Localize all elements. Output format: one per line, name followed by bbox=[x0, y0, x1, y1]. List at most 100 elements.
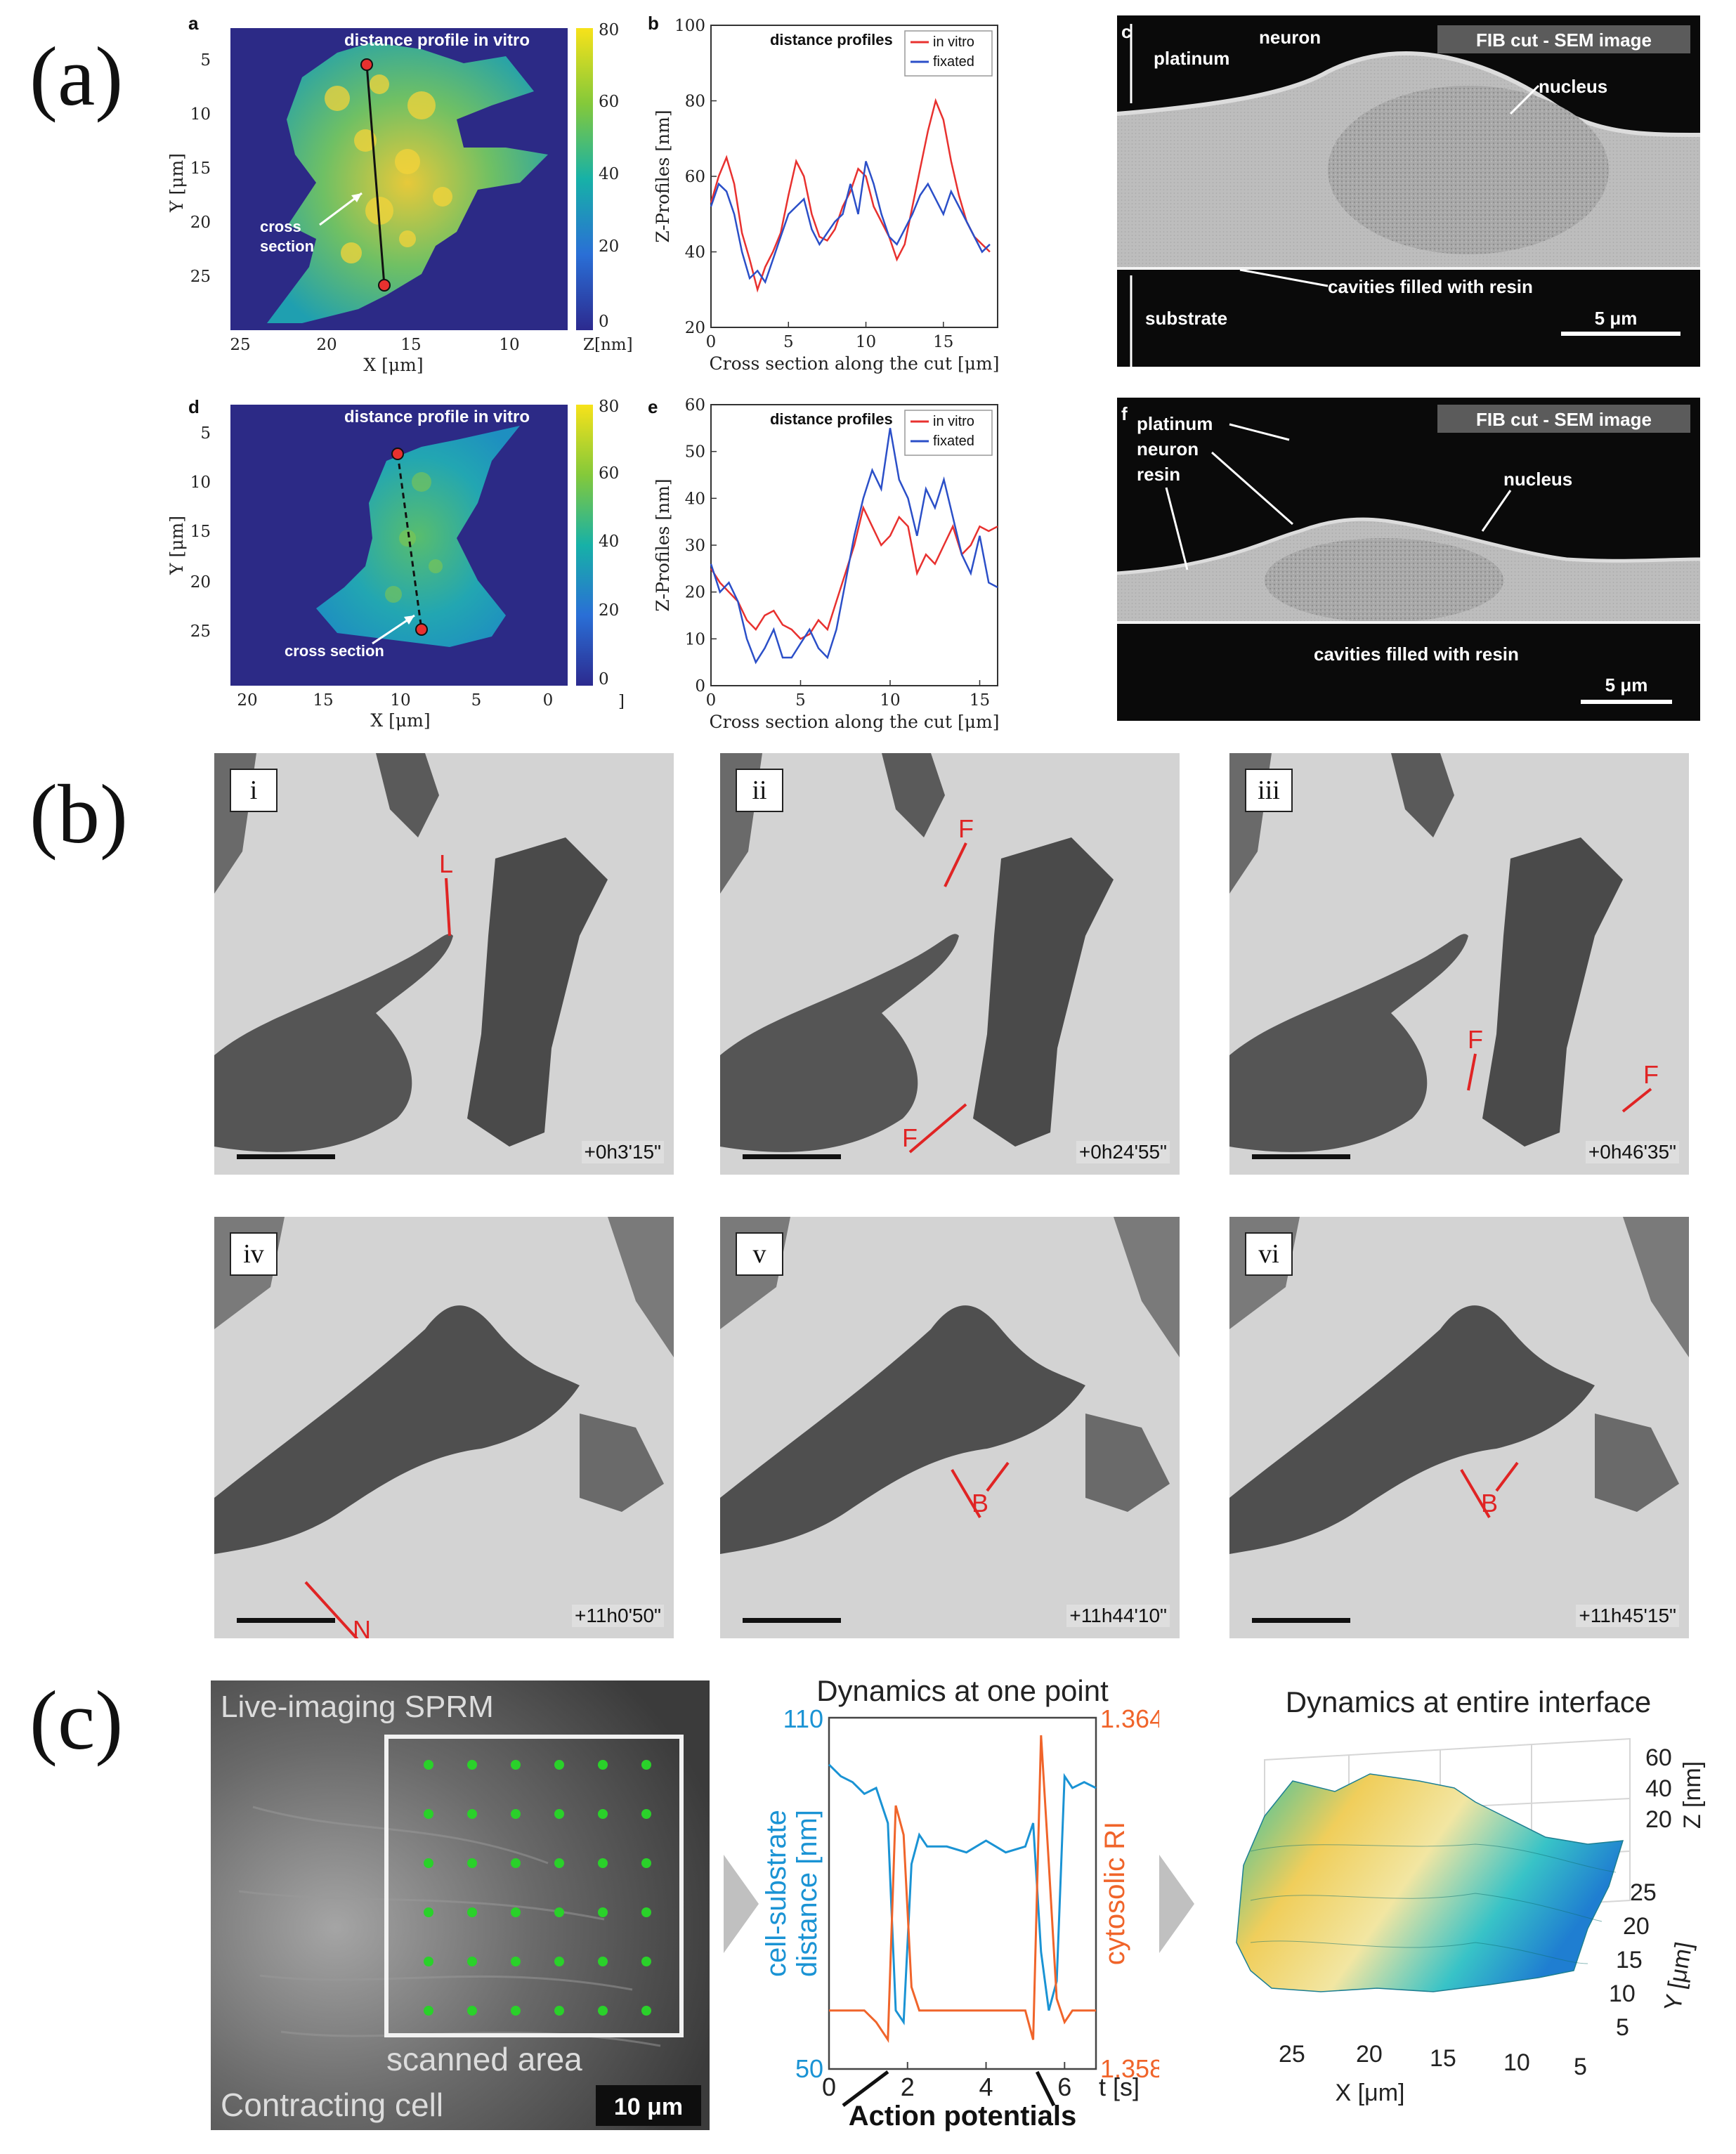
svg-text:20: 20 bbox=[190, 573, 211, 592]
series-line-in-vitro bbox=[710, 504, 998, 640]
substrate bbox=[1117, 622, 1700, 721]
feature-arrow bbox=[1460, 1468, 1491, 1519]
y-tick-label: 10 bbox=[685, 630, 705, 648]
cross-section-label-2: section bbox=[260, 237, 314, 255]
svg-text:FIB cut - SEM image: FIB cut - SEM image bbox=[1476, 30, 1652, 51]
scan-point bbox=[598, 1957, 608, 1966]
legend-label: fixated bbox=[933, 433, 974, 449]
timecode: +0h3'15" bbox=[581, 1141, 664, 1163]
svg-text:10: 10 bbox=[1609, 1980, 1636, 2007]
svg-text:20: 20 bbox=[237, 691, 257, 710]
scan-point bbox=[511, 1858, 521, 1868]
right-axis-bottom: 1.358 bbox=[1100, 2054, 1159, 2083]
x-tick-label: 15 bbox=[933, 333, 953, 351]
svg-text:25: 25 bbox=[190, 622, 211, 641]
scan-point bbox=[554, 2006, 564, 2016]
feature-label: F bbox=[902, 1123, 918, 1152]
dynamics-one-point-chart: Dynamics at one point 110 50 1.364 1.358 cell… bbox=[759, 1674, 1163, 2139]
frame-index-label: i bbox=[230, 769, 278, 812]
sublabel-e: e bbox=[648, 396, 658, 417]
cell-body bbox=[214, 934, 453, 1152]
frame-index-label: v bbox=[736, 1232, 783, 1276]
legend: in vitro fixated bbox=[904, 410, 993, 456]
svg-text:20: 20 bbox=[1356, 2041, 1383, 2068]
surface-plot: Dynamics at entire interface 60 40 20 Z [n… bbox=[1208, 1676, 1721, 2139]
flow-arrows bbox=[724, 1855, 1194, 1953]
x-tick-label: 15 bbox=[970, 691, 990, 710]
svg-text:25: 25 bbox=[230, 336, 250, 354]
surface-mesh bbox=[1236, 1773, 1624, 1992]
svg-text:15: 15 bbox=[1430, 2045, 1456, 2072]
series-line-cytosolic-RI bbox=[829, 1735, 1096, 2044]
scale-bar bbox=[1561, 332, 1680, 336]
profile-chart-top: 20 40 60 80 100 0 5 10 15 distance profiles in vit… bbox=[632, 14, 1068, 379]
svg-text:FIB cut - SEM image: FIB cut - SEM image bbox=[1476, 409, 1652, 430]
map-x-ticks: 25 20 15 10 bbox=[230, 336, 519, 354]
scan-point bbox=[641, 1957, 651, 1966]
surface-xlabel: X [μm] bbox=[1336, 2080, 1405, 2106]
svg-text:20: 20 bbox=[599, 237, 619, 256]
profile-chart-bottom: 0 10 20 30 40 50 60 0 5 10 15 distance profiles in v… bbox=[632, 396, 1068, 742]
series-line-cell-substrate-distance bbox=[828, 1763, 1097, 2025]
series-line-fixated bbox=[710, 161, 991, 285]
cell-body bbox=[720, 1305, 1085, 1554]
y-tick-label: 0 bbox=[695, 677, 705, 696]
cell-body bbox=[720, 934, 959, 1152]
scale-bar bbox=[743, 1154, 841, 1159]
series-line-fixated bbox=[710, 428, 998, 665]
scan-point bbox=[598, 1809, 608, 1819]
scan-point bbox=[424, 1760, 433, 1770]
svg-text:15: 15 bbox=[190, 523, 211, 541]
svg-text:20: 20 bbox=[316, 336, 337, 354]
map-title: distance profile in vitro bbox=[344, 407, 530, 426]
scan-point bbox=[467, 1760, 477, 1770]
feature-arrow bbox=[304, 1581, 359, 1638]
feature-arrow bbox=[951, 1468, 981, 1519]
x-unit-label: t [s] bbox=[1099, 2073, 1140, 2101]
svg-text:60: 60 bbox=[599, 464, 619, 483]
map-y-ticks: 5 10 15 20 25 bbox=[190, 424, 211, 641]
frame-index-label: iv bbox=[230, 1232, 278, 1276]
platinum-layer bbox=[1117, 51, 1700, 137]
profile-start-marker bbox=[360, 58, 373, 71]
feature-arrow bbox=[1467, 1053, 1477, 1091]
svg-text:15: 15 bbox=[313, 691, 333, 710]
scan-point bbox=[554, 1760, 564, 1770]
scan-point bbox=[424, 1809, 433, 1819]
cell-body bbox=[1482, 837, 1623, 1147]
svg-text:40: 40 bbox=[599, 165, 619, 183]
frame-index-label: iii bbox=[1245, 769, 1293, 812]
svg-text:0: 0 bbox=[599, 670, 609, 688]
svg-text:neuron: neuron bbox=[1137, 438, 1199, 459]
map-xlabel: X [μm] bbox=[370, 710, 430, 731]
x-tick-label: 10 bbox=[856, 333, 876, 351]
colorbar bbox=[576, 28, 593, 330]
svg-text:neuron: neuron bbox=[1259, 27, 1321, 48]
scan-point bbox=[467, 2006, 477, 2016]
map-title: distance profile in vitro bbox=[344, 31, 530, 50]
cross-section-label: cross section bbox=[285, 642, 384, 660]
profile-end-marker bbox=[415, 623, 428, 636]
feature-arrow bbox=[908, 1103, 967, 1154]
left-axis-label: cell-substratedistance [nm] bbox=[761, 1810, 823, 1977]
colorbar bbox=[576, 405, 593, 686]
legend-label: in vitro bbox=[933, 414, 974, 429]
scan-point bbox=[467, 1809, 477, 1819]
scale-bar bbox=[1252, 1154, 1350, 1159]
svg-text:platinum: platinum bbox=[1154, 48, 1229, 69]
svg-text:10: 10 bbox=[499, 336, 519, 354]
cell-shape bbox=[316, 426, 520, 647]
live-imaging-title: Live-imaging SPRM bbox=[221, 1690, 494, 1724]
feature-arrow bbox=[1495, 1461, 1519, 1492]
scan-point bbox=[598, 1858, 608, 1868]
timecode: +0h24'55" bbox=[1076, 1141, 1170, 1163]
x-tick-label: 2 bbox=[901, 2073, 915, 2101]
scale-bar-label: 10 μm bbox=[614, 2094, 683, 2120]
feature-label: F bbox=[1643, 1060, 1659, 1089]
x-tick-label: 0 bbox=[706, 333, 717, 351]
surface-x-ticks: 25 20 15 10 5 bbox=[1279, 2041, 1587, 2080]
y-tick-label: 20 bbox=[685, 584, 705, 602]
scan-point bbox=[511, 1809, 521, 1819]
scan-point bbox=[424, 1957, 433, 1966]
